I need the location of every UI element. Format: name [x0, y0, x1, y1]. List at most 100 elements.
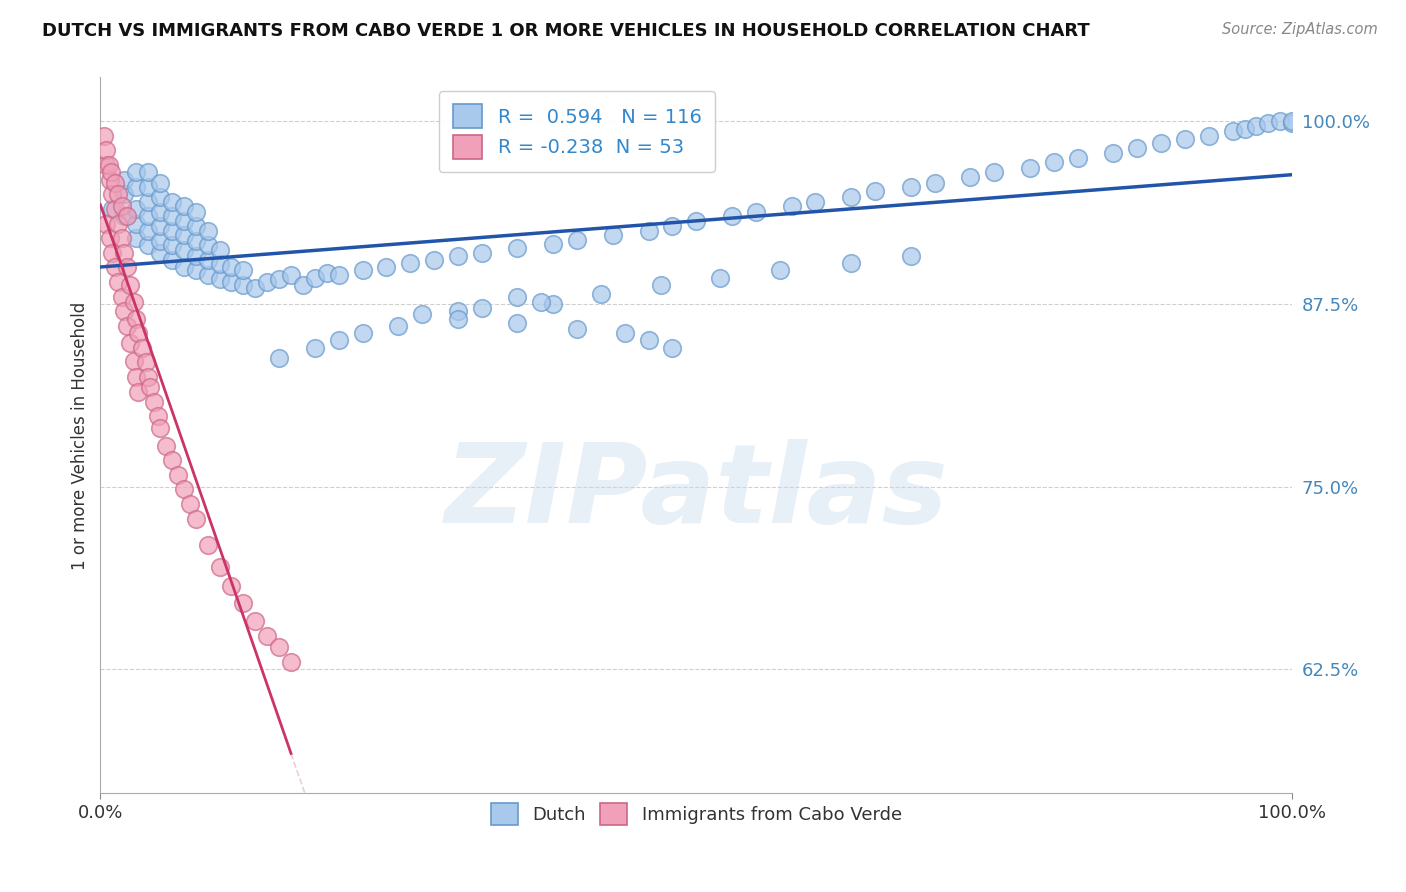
Point: [125, 217, 148, 231]
Point: [1281, 116, 1303, 130]
Point: [328, 268, 350, 282]
Point: [125, 370, 148, 384]
Point: [565, 322, 588, 336]
Point: [208, 560, 231, 574]
Point: [97, 158, 120, 172]
Point: [1126, 140, 1149, 154]
Point: [661, 341, 683, 355]
Point: [125, 231, 148, 245]
Point: [184, 263, 207, 277]
Point: [447, 304, 470, 318]
Point: [173, 228, 195, 243]
Point: [173, 243, 195, 257]
Point: [780, 199, 803, 213]
Point: [131, 341, 153, 355]
Point: [184, 234, 207, 248]
Point: [221, 260, 243, 275]
Point: [530, 295, 553, 310]
Point: [1270, 114, 1292, 128]
Point: [221, 579, 243, 593]
Point: [900, 249, 922, 263]
Point: [122, 354, 145, 368]
Point: [506, 316, 529, 330]
Point: [160, 194, 183, 209]
Point: [745, 205, 768, 219]
Point: [1257, 116, 1279, 130]
Point: [173, 260, 195, 275]
Point: [146, 409, 169, 424]
Point: [184, 511, 207, 525]
Point: [447, 311, 470, 326]
Point: [1102, 146, 1125, 161]
Point: [399, 256, 422, 270]
Point: [208, 243, 231, 257]
Point: [328, 334, 350, 348]
Legend: Dutch, Immigrants from Cabo Verde: Dutch, Immigrants from Cabo Verde: [482, 795, 911, 834]
Point: [104, 202, 127, 216]
Point: [173, 483, 195, 497]
Point: [149, 205, 172, 219]
Point: [166, 467, 188, 482]
Point: [315, 266, 337, 280]
Point: [184, 249, 207, 263]
Point: [100, 165, 122, 179]
Point: [149, 190, 172, 204]
Point: [149, 245, 172, 260]
Point: [101, 187, 124, 202]
Point: [120, 336, 142, 351]
Point: [149, 421, 172, 435]
Point: [924, 176, 946, 190]
Point: [197, 538, 219, 552]
Point: [135, 355, 157, 369]
Point: [160, 209, 183, 223]
Point: [1281, 114, 1303, 128]
Point: [107, 187, 129, 202]
Point: [197, 238, 219, 252]
Point: [98, 172, 121, 186]
Point: [125, 311, 148, 326]
Point: [232, 596, 254, 610]
Point: [104, 260, 127, 275]
Point: [173, 213, 195, 227]
Point: [112, 187, 135, 202]
Point: [107, 275, 129, 289]
Point: [769, 263, 792, 277]
Point: [447, 249, 470, 263]
Point: [256, 629, 278, 643]
Text: DUTCH VS IMMIGRANTS FROM CABO VERDE 1 OR MORE VEHICLES IN HOUSEHOLD CORRELATION : DUTCH VS IMMIGRANTS FROM CABO VERDE 1 OR…: [42, 22, 1090, 40]
Point: [179, 497, 201, 511]
Point: [602, 228, 624, 243]
Point: [122, 295, 145, 310]
Point: [197, 253, 219, 268]
Point: [125, 180, 148, 194]
Point: [143, 394, 166, 409]
Point: [506, 241, 529, 255]
Point: [256, 275, 278, 289]
Point: [280, 655, 302, 669]
Point: [863, 185, 886, 199]
Point: [136, 224, 159, 238]
Point: [471, 245, 494, 260]
Point: [184, 219, 207, 234]
Point: [1222, 124, 1244, 138]
Point: [959, 169, 981, 184]
Point: [115, 260, 138, 275]
Point: [423, 253, 446, 268]
Point: [471, 301, 494, 316]
Point: [709, 270, 731, 285]
Point: [387, 318, 409, 333]
Point: [101, 245, 124, 260]
Point: [541, 237, 564, 252]
Point: [839, 190, 862, 204]
Point: [637, 334, 659, 348]
Point: [136, 194, 159, 209]
Point: [1233, 121, 1256, 136]
Point: [112, 209, 135, 223]
Point: [160, 253, 183, 268]
Point: [127, 326, 149, 340]
Point: [101, 202, 124, 216]
Point: [1066, 151, 1088, 165]
Point: [127, 384, 149, 399]
Point: [661, 219, 683, 234]
Point: [155, 439, 177, 453]
